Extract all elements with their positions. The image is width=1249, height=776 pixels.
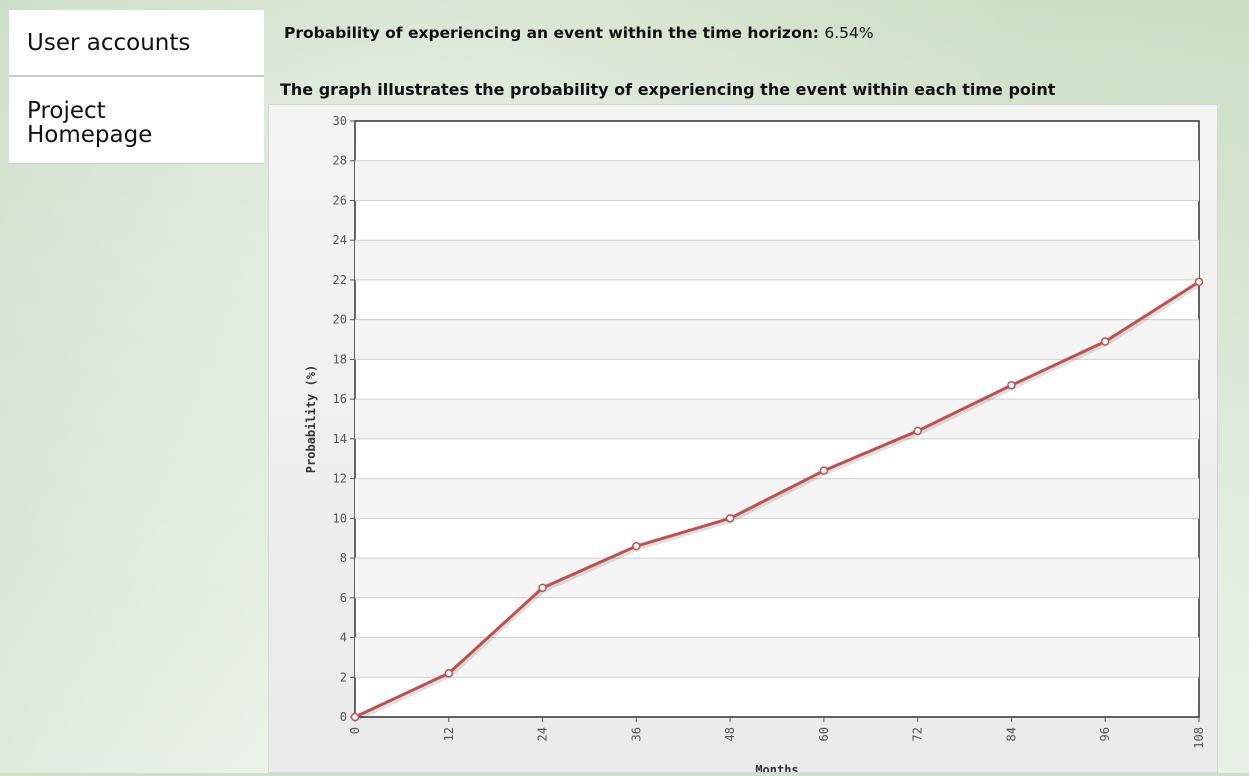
sidebar: User accounts Project Homepage: [9, 10, 264, 164]
grid-band: [355, 160, 1199, 201]
summary-value: 6.54%: [824, 24, 874, 42]
grid-band: [355, 558, 1199, 598]
y-tick-label: 26: [333, 193, 347, 207]
data-point[interactable]: [444, 669, 454, 678]
chart-panel: 0 2 4 6 8 10 12 14 16 18 20 22 24 26 28 30 0 12 24 36 48 60 7…: [268, 104, 1218, 776]
y-tick-label: 6: [340, 591, 347, 605]
y-tick-label: 0: [340, 710, 347, 724]
graph-caption: The graph illustrates the probability of…: [280, 80, 1056, 99]
grid-band: [355, 637, 1199, 678]
x-tick-label: 108: [1192, 727, 1206, 749]
y-tick-label: 14: [333, 432, 347, 446]
grid-band: [355, 478, 1199, 519]
summary-label: Probability of experiencing an event wit…: [284, 24, 819, 42]
grid-band: [355, 399, 1199, 439]
data-point[interactable]: [632, 541, 641, 551]
summary-line: Probability of experiencing an event wit…: [284, 24, 874, 42]
grid-band: [355, 319, 1199, 360]
y-tick-label: 24: [333, 233, 347, 247]
grid-band: [355, 240, 1199, 280]
data-point[interactable]: [350, 712, 360, 722]
x-tick-label: 84: [1004, 727, 1018, 741]
x-tick-label: 12: [442, 727, 456, 741]
y-axis-label: Probability (%): [304, 365, 318, 473]
x-tick-label: 24: [536, 727, 550, 741]
series-line: [354, 280, 1200, 719]
y-tick-label: 18: [333, 352, 347, 366]
x-tick-label: 0: [348, 727, 362, 734]
data-point[interactable]: [1007, 380, 1016, 390]
y-tick-label: 12: [333, 472, 347, 486]
y-tick-label: 2: [340, 670, 347, 684]
y-tick-label: 30: [333, 114, 347, 128]
sidebar-item-user-accounts[interactable]: User accounts: [9, 10, 264, 76]
sidebar-item-label: Project Homepage: [27, 98, 153, 148]
data-point[interactable]: [1194, 277, 1204, 287]
y-tick-label: 4: [340, 631, 347, 645]
x-tick-label: 72: [911, 727, 925, 741]
y-tick-label: 16: [333, 392, 347, 406]
sidebar-item-label: User accounts: [27, 30, 191, 56]
x-axis-label: Months: [755, 763, 798, 772]
series-shadow: [354, 281, 1202, 722]
x-tick-label: 36: [629, 727, 643, 741]
y-tick-label: 22: [333, 273, 347, 287]
data-point[interactable]: [913, 426, 922, 436]
y-tick-label: 8: [340, 551, 347, 565]
y-tick-label: 10: [333, 511, 347, 525]
x-tick-label: 96: [1098, 727, 1112, 741]
data-point[interactable]: [1100, 337, 1110, 346]
data-point[interactable]: [819, 466, 829, 475]
x-tick-label: 48: [723, 727, 737, 741]
x-tick-label: 60: [817, 727, 831, 741]
sidebar-item-project-homepage[interactable]: Project Homepage: [9, 76, 264, 164]
data-point[interactable]: [725, 514, 735, 523]
y-tick-label: 20: [333, 313, 347, 327]
y-tick-label: 28: [333, 154, 347, 168]
data-point[interactable]: [538, 583, 547, 593]
